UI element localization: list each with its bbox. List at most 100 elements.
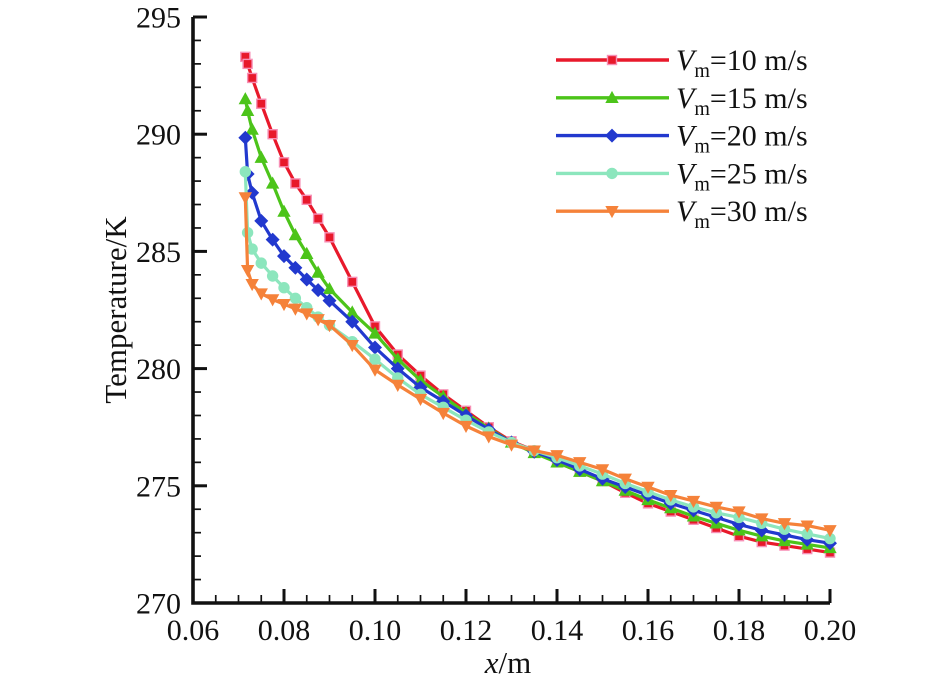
x-axis-unit: /m xyxy=(499,645,532,680)
x-tick-label: 0.18 xyxy=(713,614,766,647)
marker-circle xyxy=(289,292,302,304)
marker-triangle-up xyxy=(254,150,268,163)
marker-triangle-down xyxy=(368,364,382,377)
series-vm-30-m-s xyxy=(238,192,837,538)
marker-circle xyxy=(278,282,290,294)
marker-triangle-down xyxy=(777,518,792,531)
legend-entry-vm-30-m-s: Vm=30 m/s xyxy=(556,195,808,233)
marker-triangle-down xyxy=(413,393,428,407)
series-layer xyxy=(238,51,837,558)
x-tick-label: 0.10 xyxy=(349,614,402,647)
marker-diamond xyxy=(238,130,253,145)
marker-circle xyxy=(246,243,258,255)
x-tick-label: 0.16 xyxy=(622,614,675,647)
marker-square xyxy=(347,276,358,288)
x-tick-label: 0.20 xyxy=(804,614,857,647)
marker-triangle-down xyxy=(550,450,564,463)
marker-diamond xyxy=(265,232,280,247)
marker-circle xyxy=(255,257,267,269)
marker-square xyxy=(312,213,324,224)
marker-diamond xyxy=(322,293,337,308)
marker-square xyxy=(267,128,278,140)
marker-square xyxy=(242,58,253,70)
legend-label: Vm=10 m/s xyxy=(676,44,808,82)
legend-entry-vm-25-m-s: Vm=25 m/s xyxy=(556,157,808,195)
marker-diamond xyxy=(288,260,303,275)
marker-triangle-down xyxy=(709,501,723,514)
marker-square xyxy=(290,178,301,189)
marker-triangle-up xyxy=(368,326,382,339)
marker-triangle-down xyxy=(504,439,519,452)
legend-entry-vm-15-m-s: Vm=15 m/s xyxy=(556,82,808,120)
marker-diamond xyxy=(277,249,291,264)
marker-triangle-down xyxy=(605,206,619,219)
y-axis-title: Temperature/K xyxy=(98,216,133,404)
marker-triangle-up xyxy=(238,92,253,105)
marker-triangle-up xyxy=(277,204,291,217)
marker-square xyxy=(301,194,312,206)
marker-triangle-down xyxy=(664,489,678,503)
legend-label: Vm=30 m/s xyxy=(676,195,808,233)
marker-triangle-down xyxy=(641,481,655,494)
marker-triangle-up xyxy=(311,265,325,278)
x-tick-label: 0.12 xyxy=(440,614,493,647)
marker-triangle-down xyxy=(459,420,473,433)
marker-triangle-up xyxy=(288,228,303,241)
marker-triangle-down xyxy=(595,464,610,477)
axes: 270 275 280 285 290 295 0.06 0.08 0.10 0.12 0.14 0.… xyxy=(136,2,856,648)
marker-triangle-down xyxy=(391,379,405,392)
marker-triangle-up xyxy=(265,176,280,189)
legend-label: Vm=25 m/s xyxy=(676,157,808,195)
marker-triangle-down xyxy=(732,506,746,519)
marker-triangle-up xyxy=(300,246,314,259)
y-tick-label: 295 xyxy=(136,2,181,35)
x-tick-label: 0.06 xyxy=(167,614,220,647)
marker-triangle-down xyxy=(618,473,632,486)
marker-triangle-down xyxy=(311,314,325,327)
marker-triangle-up xyxy=(322,281,337,295)
marker-square xyxy=(256,98,267,109)
x-tick-label: 0.08 xyxy=(258,614,311,647)
marker-triangle-down xyxy=(288,303,303,316)
marker-circle xyxy=(239,166,252,178)
marker-circle xyxy=(266,270,279,282)
marker-triangle-down xyxy=(254,288,268,301)
marker-triangle-down xyxy=(436,407,450,421)
marker-triangle-down xyxy=(238,192,253,205)
marker-triangle-down xyxy=(800,520,814,533)
x-tick-label: 0.14 xyxy=(531,614,584,647)
marker-triangle-down xyxy=(482,431,496,444)
marker-circle xyxy=(606,167,618,180)
legend-label: Vm=20 m/s xyxy=(676,120,808,158)
marker-diamond xyxy=(311,283,326,298)
marker-circle xyxy=(369,353,381,365)
marker-square xyxy=(246,72,258,84)
marker-triangle-down xyxy=(345,339,359,353)
marker-triangle-down xyxy=(300,308,314,321)
y-tick-label: 275 xyxy=(136,470,181,503)
marker-triangle-down xyxy=(277,298,291,312)
y-tick-label: 280 xyxy=(136,353,181,386)
marker-square xyxy=(278,157,290,168)
y-tick-label: 270 xyxy=(136,588,181,621)
x-axis-title: x/m xyxy=(484,645,532,680)
marker-triangle-down xyxy=(240,264,255,278)
legend-entry-vm-20-m-s: Vm=20 m/s xyxy=(556,120,808,158)
marker-square xyxy=(606,54,618,66)
marker-triangle-down xyxy=(573,457,587,470)
marker-triangle-down xyxy=(823,525,837,538)
y-tick-label: 285 xyxy=(136,236,181,269)
marker-triangle-down xyxy=(755,513,769,526)
marker-triangle-down xyxy=(265,294,280,307)
marker-diamond xyxy=(368,340,382,355)
marker-diamond xyxy=(299,272,314,287)
marker-triangle-down xyxy=(686,495,701,508)
x-axis-variable: x xyxy=(484,645,499,680)
marker-square xyxy=(324,232,335,243)
marker-diamond xyxy=(254,213,269,228)
y-tick-label: 290 xyxy=(136,119,181,152)
marker-triangle-up xyxy=(245,122,259,135)
marker-triangle-down xyxy=(527,445,541,458)
